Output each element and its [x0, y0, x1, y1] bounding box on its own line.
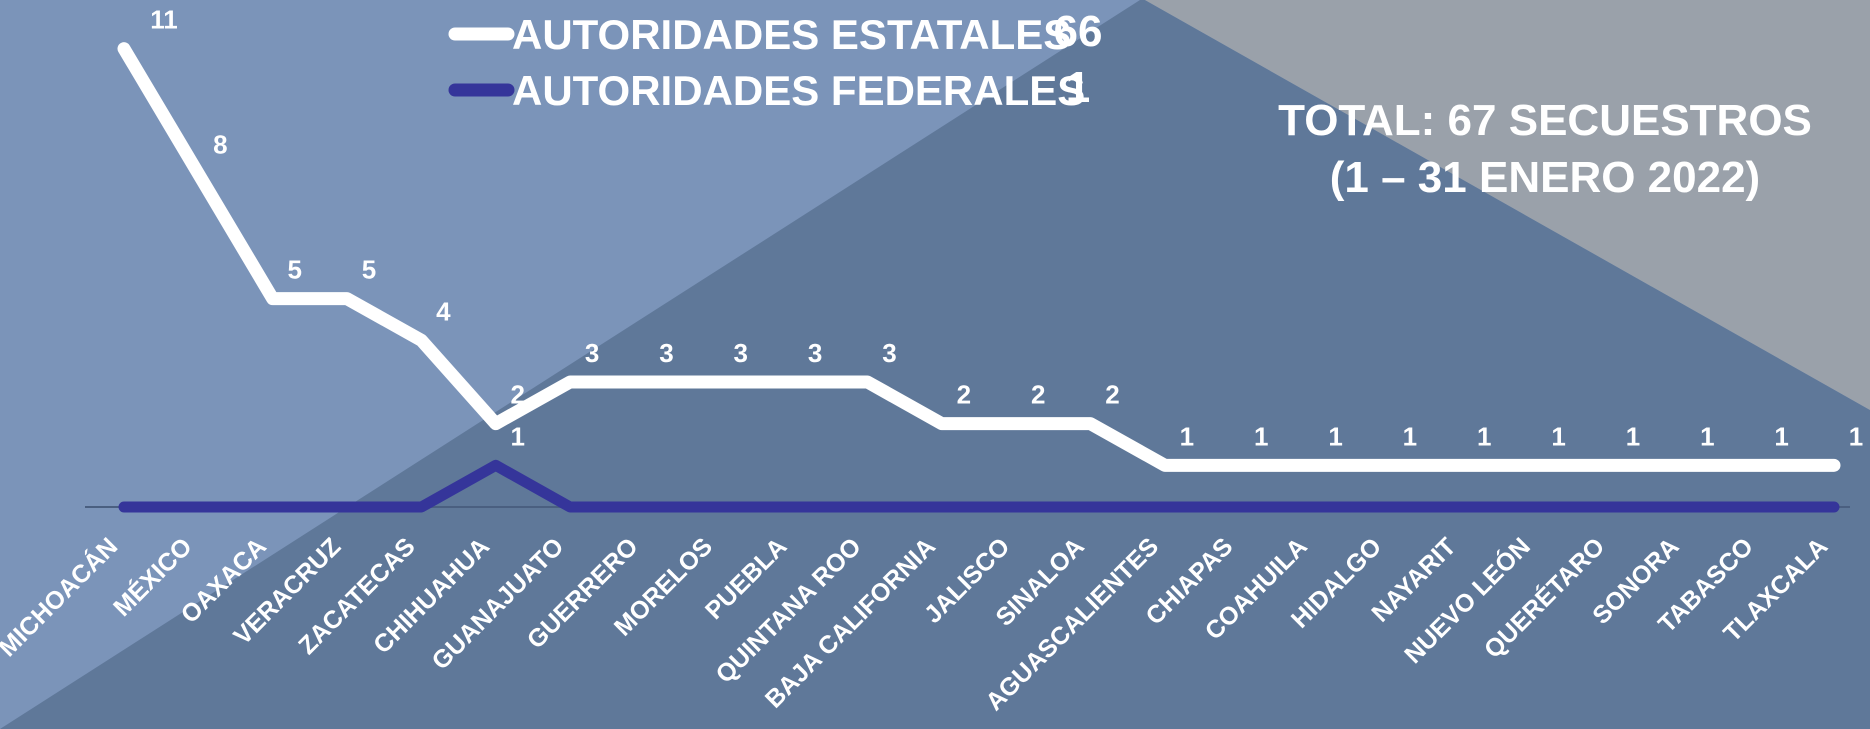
data-label: 2: [1105, 380, 1119, 410]
data-label: 1: [1700, 421, 1714, 451]
chart-subtitle: (1 – 31 ENERO 2022): [1330, 153, 1760, 202]
data-label: 4: [436, 296, 451, 326]
data-label: 11: [150, 5, 178, 35]
data-label: 3: [734, 338, 748, 368]
data-label: 8: [213, 130, 227, 160]
chart-title: TOTAL: 67 SECUESTROS: [1278, 96, 1812, 145]
legend-label: AUTORIDADES FEDERALES: [512, 67, 1085, 114]
legend-total: 1: [1066, 63, 1090, 112]
data-label: 1: [1774, 421, 1788, 451]
data-label: 3: [659, 338, 673, 368]
data-label: 3: [808, 338, 822, 368]
data-label: 3: [882, 338, 896, 368]
data-label: 1: [1254, 421, 1268, 451]
legend-label: AUTORIDADES ESTATALES: [512, 11, 1071, 58]
background-corner: [1145, 0, 1870, 410]
data-label: 1: [511, 421, 525, 451]
legend-total: 66: [1054, 7, 1103, 56]
data-label: 1: [1180, 421, 1194, 451]
data-label: 3: [585, 338, 599, 368]
data-label: 5: [362, 255, 376, 285]
data-label: 2: [1031, 380, 1045, 410]
data-label: 1: [1626, 421, 1640, 451]
data-label: 5: [287, 255, 301, 285]
data-label: 2: [957, 380, 971, 410]
line-series: [118, 459, 1840, 513]
data-label: 1: [1551, 421, 1565, 451]
data-label: 1: [1328, 421, 1342, 451]
data-label: 1: [1849, 421, 1863, 451]
data-label: 1: [1477, 421, 1491, 451]
data-label: 2: [511, 380, 525, 410]
line-series: [117, 42, 1841, 472]
data-label: 1: [1403, 421, 1417, 451]
